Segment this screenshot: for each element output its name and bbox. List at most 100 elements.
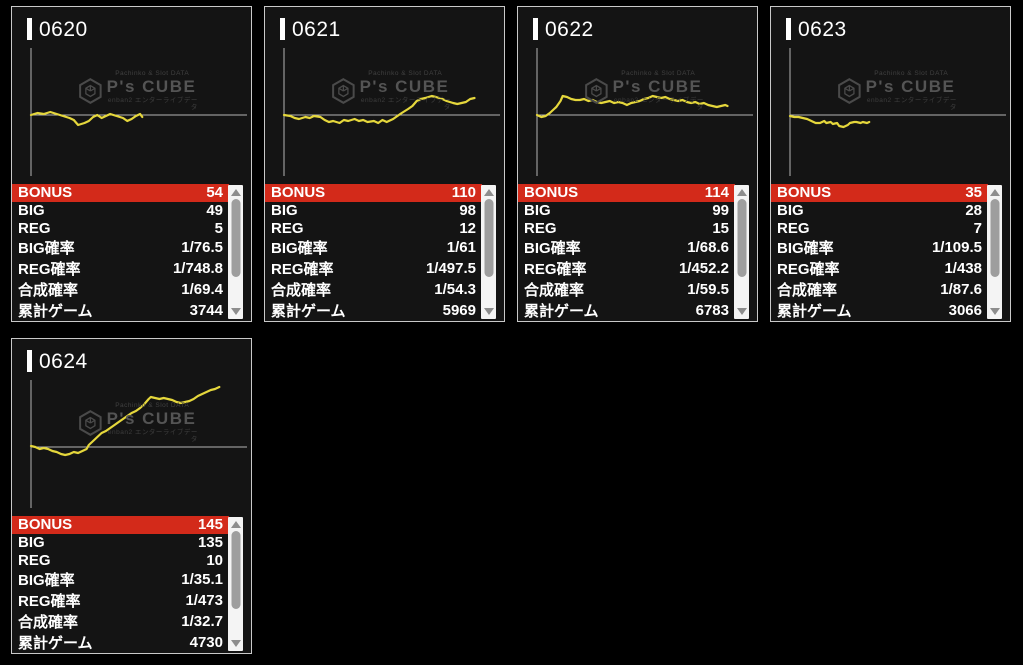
stat-value: 7 xyxy=(973,219,982,237)
table-row: REG確率 1/748.8 xyxy=(12,258,229,279)
scrollbar-thumb[interactable] xyxy=(231,531,240,609)
scroll-up-icon[interactable] xyxy=(483,189,494,196)
stat-value: 4730 xyxy=(189,634,223,652)
stat-label: BONUS xyxy=(271,184,326,202)
scroll-up-icon[interactable] xyxy=(230,521,241,528)
slump-graph: Pachinko & Slot DATA P's CUBE enban2 エンタ… xyxy=(518,46,757,182)
stats-table: BONUS 145 BIG 135 REG 10 BIG確率 1/35.1 REG確率 1/473… xyxy=(12,516,229,653)
slump-graph-plot xyxy=(29,380,247,508)
stat-label: REG確率 xyxy=(524,261,587,279)
table-scrollbar[interactable] xyxy=(734,185,749,319)
stat-value: 1/61 xyxy=(446,239,476,257)
stat-label: REG xyxy=(777,219,810,237)
scroll-down-icon[interactable] xyxy=(989,308,1000,315)
table-row-bonus: BONUS 110 xyxy=(265,184,482,202)
stat-label: 合成確率 xyxy=(777,282,838,300)
stat-value: 99 xyxy=(712,202,729,219)
header-accent-bar xyxy=(27,18,32,40)
stat-value: 1/69.4 xyxy=(181,281,223,299)
machine-card[interactable]: 0620 Pachinko & Slot DATA P's CUBE enban… xyxy=(11,6,252,322)
table-row: BIG 98 xyxy=(265,202,482,220)
stat-value: 1/54.3 xyxy=(434,281,476,299)
slump-graph: Pachinko & Slot DATA P's CUBE enban2 エンタ… xyxy=(265,46,504,182)
stat-value: 135 xyxy=(197,534,223,551)
stat-label: 累計ゲーム xyxy=(271,303,346,321)
table-scrollbar[interactable] xyxy=(228,517,243,651)
scroll-up-icon[interactable] xyxy=(989,189,1000,196)
scroll-up-icon[interactable] xyxy=(736,189,747,196)
scrollbar-track[interactable] xyxy=(734,196,749,308)
machine-card[interactable]: 0622 Pachinko & Slot DATA P's CUBE enban… xyxy=(517,6,758,322)
machine-number: 0623 xyxy=(798,17,847,41)
table-row-bonus: BONUS 145 xyxy=(12,516,229,534)
scroll-down-icon[interactable] xyxy=(483,308,494,315)
stat-value: 1/473 xyxy=(185,592,223,610)
scrollbar-thumb[interactable] xyxy=(737,199,746,277)
stat-label: BONUS xyxy=(777,184,832,202)
table-row: 合成確率 1/54.3 xyxy=(265,279,482,300)
stat-label: BIG xyxy=(271,202,298,219)
scroll-down-icon[interactable] xyxy=(230,308,241,315)
stat-value: 35 xyxy=(965,184,982,202)
stat-label: REG xyxy=(271,219,304,237)
scroll-down-icon[interactable] xyxy=(736,308,747,315)
stat-label: REG xyxy=(18,551,51,569)
table-row: 累計ゲーム 3744 xyxy=(12,300,229,321)
table-row: REG 10 xyxy=(12,551,229,569)
stat-label: BIG xyxy=(18,202,45,219)
stat-label: BIG確率 xyxy=(271,240,328,258)
scrollbar-track[interactable] xyxy=(987,196,1002,308)
stat-label: BIG確率 xyxy=(18,240,75,258)
scrollbar-track[interactable] xyxy=(228,196,243,308)
machine-card[interactable]: 0623 Pachinko & Slot DATA P's CUBE enban… xyxy=(770,6,1011,322)
stat-label: 累計ゲーム xyxy=(18,303,93,321)
scroll-up-icon[interactable] xyxy=(230,189,241,196)
stat-value: 1/32.7 xyxy=(181,613,223,631)
stat-value: 1/109.5 xyxy=(931,239,982,257)
slump-graph-plot xyxy=(282,48,500,176)
stat-value: 1/497.5 xyxy=(425,260,476,278)
stat-label: 合成確率 xyxy=(18,282,79,300)
stat-value: 1/438 xyxy=(944,260,982,278)
table-row: 累計ゲーム 3066 xyxy=(771,300,988,321)
stat-label: BIG確率 xyxy=(18,572,75,590)
scrollbar-thumb[interactable] xyxy=(990,199,999,277)
machine-card[interactable]: 0624 Pachinko & Slot DATA P's CUBE enban… xyxy=(11,338,252,654)
header-accent-bar xyxy=(786,18,791,40)
stat-value: 98 xyxy=(459,202,476,219)
stat-label: 累計ゲーム xyxy=(524,303,599,321)
scrollbar-track[interactable] xyxy=(481,196,496,308)
stat-value: 5969 xyxy=(442,302,476,320)
table-scrollbar[interactable] xyxy=(228,185,243,319)
scroll-down-icon[interactable] xyxy=(230,640,241,647)
stat-label: BIG xyxy=(777,202,804,219)
stat-value: 1/452.2 xyxy=(678,260,729,278)
stat-value: 1/68.6 xyxy=(687,239,729,257)
table-row: BIG確率 1/61 xyxy=(265,237,482,258)
slump-graph-plot xyxy=(535,48,753,176)
slump-graph: Pachinko & Slot DATA P's CUBE enban2 エンタ… xyxy=(12,378,251,514)
stat-label: 合成確率 xyxy=(524,282,585,300)
machine-card[interactable]: 0621 Pachinko & Slot DATA P's CUBE enban… xyxy=(264,6,505,322)
stat-label: REG確率 xyxy=(18,261,81,279)
table-row: 合成確率 1/69.4 xyxy=(12,279,229,300)
stat-value: 1/59.5 xyxy=(687,281,729,299)
table-row-bonus: BONUS 54 xyxy=(12,184,229,202)
table-scrollbar[interactable] xyxy=(987,185,1002,319)
table-row: BIG 28 xyxy=(771,202,988,220)
table-scrollbar[interactable] xyxy=(481,185,496,319)
stats-table: BONUS 110 BIG 98 REG 12 BIG確率 1/61 REG確率 1/497.5 合… xyxy=(265,184,482,321)
stat-label: REG確率 xyxy=(271,261,334,279)
scrollbar-thumb[interactable] xyxy=(231,199,240,277)
slump-graph-plot xyxy=(788,48,1006,176)
table-row-bonus: BONUS 35 xyxy=(771,184,988,202)
stat-label: BONUS xyxy=(18,184,73,202)
table-row: REG 5 xyxy=(12,219,229,237)
scrollbar-thumb[interactable] xyxy=(484,199,493,277)
slump-graph: Pachinko & Slot DATA P's CUBE enban2 エンタ… xyxy=(771,46,1010,182)
stat-label: REG xyxy=(524,219,557,237)
table-row: 累計ゲーム 4730 xyxy=(12,632,229,653)
scrollbar-track[interactable] xyxy=(228,528,243,640)
stat-label: BONUS xyxy=(18,516,73,534)
table-row: 合成確率 1/59.5 xyxy=(518,279,735,300)
